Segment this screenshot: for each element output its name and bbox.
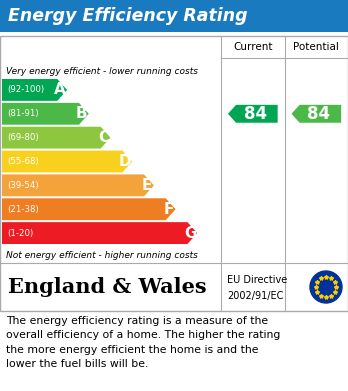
- Text: Not energy efficient - higher running costs: Not energy efficient - higher running co…: [6, 251, 198, 260]
- Polygon shape: [2, 198, 176, 220]
- Text: (39-54): (39-54): [7, 181, 39, 190]
- Text: G: G: [184, 226, 197, 240]
- Text: F: F: [164, 202, 174, 217]
- Text: England & Wales: England & Wales: [8, 277, 207, 297]
- Text: (81-91): (81-91): [7, 109, 39, 118]
- Text: Potential: Potential: [293, 42, 339, 52]
- Text: E: E: [142, 178, 152, 193]
- FancyBboxPatch shape: [0, 36, 348, 311]
- Text: Very energy efficient - lower running costs: Very energy efficient - lower running co…: [6, 68, 198, 77]
- Text: Current: Current: [233, 42, 272, 52]
- Text: (92-100): (92-100): [7, 85, 44, 95]
- Text: 2002/91/EC: 2002/91/EC: [227, 291, 283, 301]
- Text: EU Directive: EU Directive: [227, 275, 287, 285]
- Text: C: C: [98, 130, 109, 145]
- FancyBboxPatch shape: [0, 0, 348, 32]
- Polygon shape: [2, 151, 132, 172]
- Polygon shape: [2, 174, 154, 196]
- Text: (21-38): (21-38): [7, 205, 39, 214]
- Polygon shape: [2, 127, 111, 149]
- Circle shape: [310, 271, 342, 303]
- Polygon shape: [292, 105, 341, 123]
- Text: 84: 84: [307, 105, 330, 123]
- Text: D: D: [119, 154, 132, 169]
- Polygon shape: [2, 79, 67, 101]
- Text: B: B: [76, 106, 88, 121]
- Polygon shape: [228, 105, 278, 123]
- Text: (69-80): (69-80): [7, 133, 39, 142]
- Text: (1-20): (1-20): [7, 229, 33, 238]
- Text: The energy efficiency rating is a measure of the
overall efficiency of a home. T: The energy efficiency rating is a measur…: [6, 316, 280, 369]
- Text: Energy Efficiency Rating: Energy Efficiency Rating: [8, 7, 248, 25]
- Text: (55-68): (55-68): [7, 157, 39, 166]
- Polygon shape: [2, 222, 197, 244]
- Text: A: A: [54, 83, 66, 97]
- Polygon shape: [2, 103, 89, 125]
- Text: 84: 84: [244, 105, 267, 123]
